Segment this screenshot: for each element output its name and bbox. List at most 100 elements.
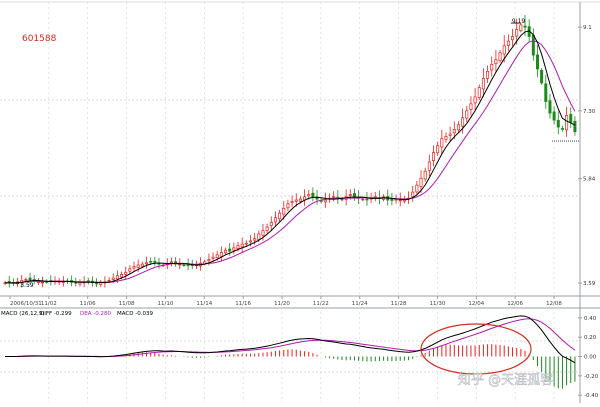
candle-body xyxy=(552,111,556,121)
price-annotations: 9.19 3.59 xyxy=(9,18,580,289)
macd-tick-label: -0.20 xyxy=(584,374,599,380)
candle-body xyxy=(415,184,419,193)
price-tick-label: 5.84 xyxy=(583,177,596,183)
x-axis-ticks: 2006/10/31 11/02 11/06 11/08 11/10 11/14 11/16… xyxy=(9,296,562,307)
x-tick-label: 11/10 xyxy=(157,301,173,307)
x-tick-label: 11/24 xyxy=(352,301,368,307)
candle-body xyxy=(481,77,485,90)
candle-body xyxy=(265,226,269,231)
candle-body xyxy=(111,277,115,280)
candle-body xyxy=(560,128,564,130)
candle-body xyxy=(540,69,544,84)
watermark: 知乎 @天涯孤客 xyxy=(458,372,553,388)
candle-body xyxy=(95,282,99,285)
candle-body xyxy=(511,36,515,41)
candle-body xyxy=(169,261,173,264)
candle-body xyxy=(494,59,498,65)
candle-body xyxy=(502,45,506,55)
high-value-label: 9.19 xyxy=(512,18,526,25)
candle-body xyxy=(452,129,456,134)
candle-body xyxy=(444,136,448,140)
candle-body xyxy=(490,64,494,71)
candle-body xyxy=(352,193,356,198)
candle-body xyxy=(115,275,119,280)
candle-body xyxy=(423,170,427,180)
candle-body xyxy=(107,280,111,282)
x-tick-label: 12/08 xyxy=(546,301,562,307)
x-tick-label: 11/06 xyxy=(80,301,96,307)
candle-body xyxy=(569,114,573,123)
candlesticks xyxy=(3,15,577,288)
low-value-label: 3.59 xyxy=(20,282,34,289)
candle-body xyxy=(298,198,302,202)
macd-legend: MACD (26,12,9) DIFF -0.299 DEA -0.280 MA… xyxy=(1,311,153,317)
candle-body xyxy=(228,248,232,252)
x-tick-label: 12/06 xyxy=(507,301,523,307)
candle-body xyxy=(556,119,560,128)
candle-body xyxy=(565,115,569,131)
candle-body xyxy=(140,263,144,267)
candle-body xyxy=(348,194,352,196)
x-tick-label: 2006/10/31 xyxy=(10,301,42,307)
candle-body xyxy=(24,279,28,281)
price-tick-label: 3.59 xyxy=(583,281,596,287)
x-tick-label: 11/30 xyxy=(429,301,445,307)
moving-average-10-line xyxy=(5,40,576,284)
candle-body xyxy=(523,25,527,28)
candle-body xyxy=(178,263,182,266)
candle-body xyxy=(307,194,311,197)
candle-body xyxy=(153,261,157,263)
vertical-grid xyxy=(48,2,555,403)
candle-body xyxy=(436,145,440,154)
x-tick-label: 11/28 xyxy=(391,301,407,307)
candle-body xyxy=(240,243,244,248)
candle-body xyxy=(432,152,435,161)
stock-code: 601588 xyxy=(22,34,57,44)
candle-body xyxy=(573,120,577,133)
candle-body xyxy=(128,268,132,272)
candle-body xyxy=(257,233,261,240)
macd-tick-label: 0.20 xyxy=(584,335,597,341)
x-tick-label: 11/20 xyxy=(274,301,290,307)
candle-body xyxy=(149,260,153,263)
candle-body xyxy=(232,247,236,251)
candle-body xyxy=(290,201,294,203)
candle-body xyxy=(269,221,273,226)
candle-body xyxy=(419,177,423,187)
candle-body xyxy=(465,110,469,119)
x-tick-label: 11/14 xyxy=(196,301,212,307)
candle-body xyxy=(361,198,365,201)
candle-body xyxy=(473,96,477,104)
candle-body xyxy=(531,34,535,56)
candle-body xyxy=(219,252,223,257)
x-tick-label: 11/16 xyxy=(235,301,251,307)
x-tick-label: 11/22 xyxy=(313,301,329,307)
price-tick-label: 7.30 xyxy=(583,109,596,115)
price-axis: 9.1 7.30 5.84 3.59 xyxy=(578,25,596,287)
candle-body xyxy=(145,262,148,265)
candle-body xyxy=(411,191,415,198)
x-tick-label: 12/04 xyxy=(468,301,484,307)
candle-body xyxy=(41,281,45,284)
candle-body xyxy=(311,192,315,198)
candle-body xyxy=(548,100,552,114)
candle-body xyxy=(182,264,186,267)
diff-line xyxy=(5,315,576,364)
candle-body xyxy=(28,277,32,281)
candle-body xyxy=(398,199,402,202)
candle-body xyxy=(519,24,523,32)
macd-value-label: MACD -0.039 xyxy=(117,311,153,317)
candle-body xyxy=(365,198,369,201)
candle-body xyxy=(120,273,124,278)
candle-body xyxy=(124,272,128,275)
candle-body xyxy=(486,71,490,79)
macd-axis: 0.40 0.20 0.00 -0.20 -0.40 xyxy=(578,316,599,399)
macd-title: MACD (26,12,9) xyxy=(1,311,45,317)
moving-average-5-line xyxy=(5,30,576,284)
candle-body xyxy=(340,198,344,201)
candle-body xyxy=(157,263,161,265)
candle-body xyxy=(244,242,248,245)
candle-body xyxy=(215,254,219,258)
